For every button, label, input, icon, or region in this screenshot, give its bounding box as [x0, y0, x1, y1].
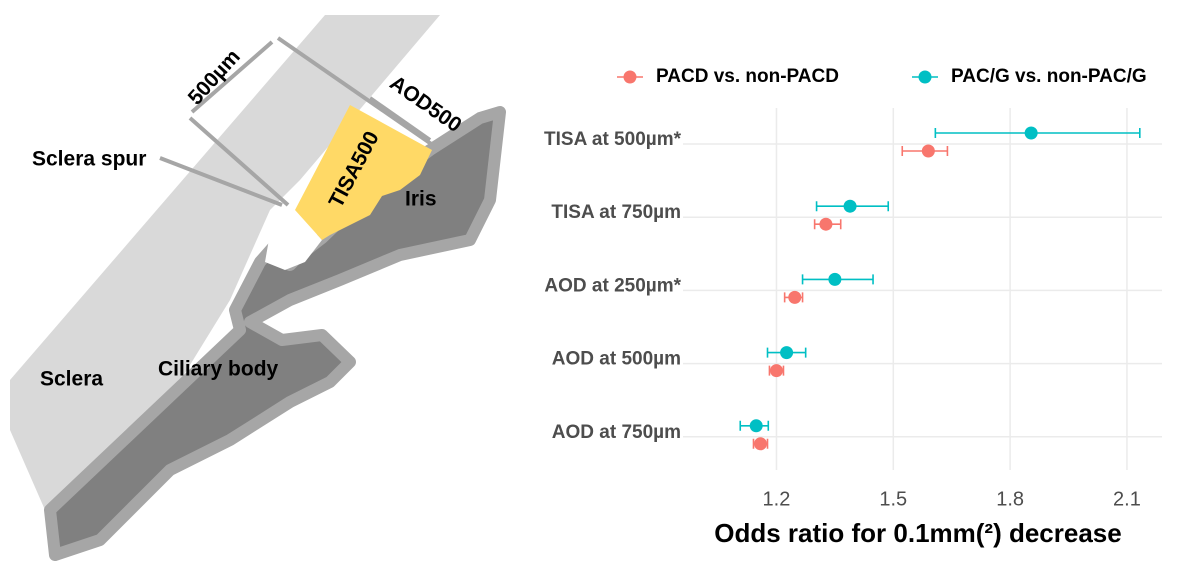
point — [921, 144, 935, 158]
point — [843, 199, 857, 213]
y-tick-label: TISA at 750µm — [551, 202, 681, 223]
diagram: 500µm AOD500 TISA500 Sclera spur Iris Sc… — [10, 15, 506, 561]
measure-line — [188, 116, 290, 207]
label-500: 500µm — [184, 45, 245, 109]
legend-label: PAC/G vs. non-PAC/G — [951, 66, 1147, 87]
label-aod: AOD500 — [385, 71, 465, 137]
arrow-aod — [368, 96, 432, 142]
label-sclera: Sclera — [40, 368, 103, 391]
x-axis-title: Odds ratio for 0.1mm(²) decrease — [714, 518, 1121, 548]
label-ciliary: Ciliary body — [158, 358, 279, 381]
point — [769, 364, 783, 378]
point — [828, 272, 842, 286]
sclera — [10, 15, 440, 540]
point — [788, 290, 802, 304]
y-tick-label: TISA at 500µm* — [544, 129, 682, 150]
legend-key — [623, 70, 637, 84]
y-tick-label: AOD at 500µm — [552, 349, 681, 370]
point — [1024, 126, 1038, 140]
label-spur: Sclera spur — [32, 148, 146, 171]
chamber — [265, 205, 322, 270]
legend-label: PACD vs. non-PACD — [656, 66, 839, 87]
point — [749, 419, 763, 433]
x-tick-label: 1.8 — [996, 488, 1024, 510]
tisa-area — [295, 105, 432, 240]
label-iris: Iris — [405, 188, 437, 211]
arrow-500 — [190, 40, 274, 114]
measure-lines — [159, 36, 442, 207]
legend-key — [918, 70, 932, 84]
x-tick-label: 1.5 — [879, 488, 907, 510]
point — [753, 437, 767, 451]
point — [819, 217, 833, 231]
arrow-spur — [159, 156, 283, 207]
y-tick-label: AOD at 750µm — [552, 422, 681, 443]
point — [780, 346, 794, 360]
y-tick-label: AOD at 250µm* — [544, 275, 681, 296]
x-tick-label: 1.2 — [763, 488, 791, 510]
x-tick-label: 2.1 — [1113, 488, 1141, 510]
measure-line — [276, 36, 442, 152]
